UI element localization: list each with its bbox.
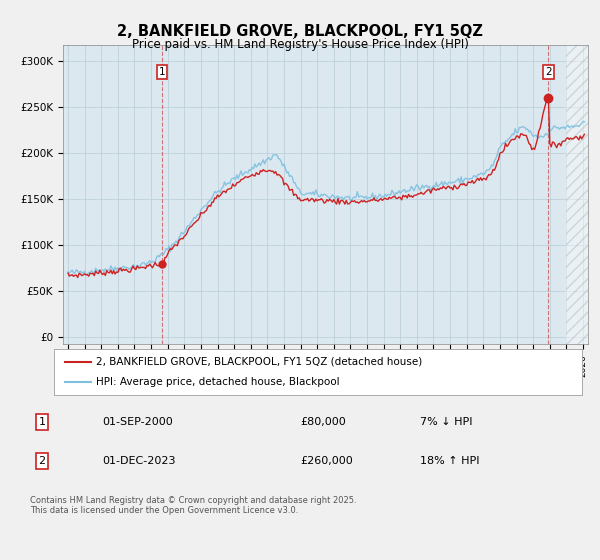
Text: Price paid vs. HM Land Registry's House Price Index (HPI): Price paid vs. HM Land Registry's House … bbox=[131, 38, 469, 51]
Text: 18% ↑ HPI: 18% ↑ HPI bbox=[420, 456, 479, 466]
Text: 1: 1 bbox=[38, 417, 46, 427]
Text: 01-SEP-2000: 01-SEP-2000 bbox=[102, 417, 173, 427]
Text: 01-DEC-2023: 01-DEC-2023 bbox=[102, 456, 176, 466]
Text: 1: 1 bbox=[159, 67, 166, 77]
Text: Contains HM Land Registry data © Crown copyright and database right 2025.
This d: Contains HM Land Registry data © Crown c… bbox=[30, 496, 356, 515]
Text: 2: 2 bbox=[38, 456, 46, 466]
Text: 7% ↓ HPI: 7% ↓ HPI bbox=[420, 417, 473, 427]
Text: 2, BANKFIELD GROVE, BLACKPOOL, FY1 5QZ: 2, BANKFIELD GROVE, BLACKPOOL, FY1 5QZ bbox=[117, 24, 483, 39]
Text: 2, BANKFIELD GROVE, BLACKPOOL, FY1 5QZ (detached house): 2, BANKFIELD GROVE, BLACKPOOL, FY1 5QZ (… bbox=[96, 357, 422, 367]
Text: 2: 2 bbox=[545, 67, 552, 77]
Text: £80,000: £80,000 bbox=[300, 417, 346, 427]
Bar bbox=[566, 45, 588, 344]
Text: £260,000: £260,000 bbox=[300, 456, 353, 466]
Text: HPI: Average price, detached house, Blackpool: HPI: Average price, detached house, Blac… bbox=[96, 377, 340, 387]
